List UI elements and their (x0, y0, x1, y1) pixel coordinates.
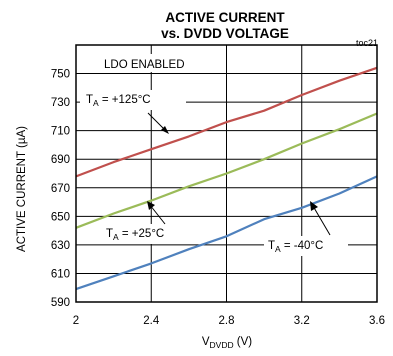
x-axis-title-unit: (V) (234, 336, 253, 348)
x-axis-title: VDVDD (V) (202, 336, 252, 350)
y-tick-label: 750 (51, 69, 70, 81)
chart-title-line2: vs. DVDD VOLTAGE (161, 26, 289, 41)
annotation-neg40-leader (313, 206, 330, 235)
figure-tag: toc21 (356, 38, 378, 48)
y-axis-title: ACTIVE CURRENT (µA) (16, 126, 28, 252)
y-tick-label: 670 (51, 183, 70, 195)
y-tick-label: 630 (51, 240, 70, 252)
annotation-ldo-enabled: LDO ENABLED (104, 59, 185, 71)
chart-title-line1: ACTIVE CURRENT (165, 10, 285, 25)
x-tick-label: 2.8 (219, 315, 235, 327)
y-tick-labels: 590 610 630 650 670 690 710 730 750 (51, 69, 70, 309)
y-tick-label: 610 (51, 268, 70, 280)
x-tick-label: 2 (73, 315, 79, 327)
x-axis-title-sub: DVDD (210, 340, 234, 350)
y-tick-label: 650 (51, 211, 70, 223)
y-tick-label: 590 (51, 297, 70, 309)
x-tick-label: 3.6 (369, 315, 385, 327)
annotation-25-leader (150, 205, 165, 224)
x-tick-labels: 2 2.4 2.8 3.2 3.6 (73, 315, 385, 327)
annotations: LDO ENABLED TA = +125°C TA = +25°C TA = … (80, 54, 348, 256)
x-tick-label: 3.2 (294, 315, 310, 327)
y-tick-label: 690 (51, 154, 70, 166)
y-tick-label: 710 (51, 126, 70, 138)
x-tick-label: 2.4 (143, 315, 160, 327)
y-tick-label: 730 (51, 97, 70, 109)
